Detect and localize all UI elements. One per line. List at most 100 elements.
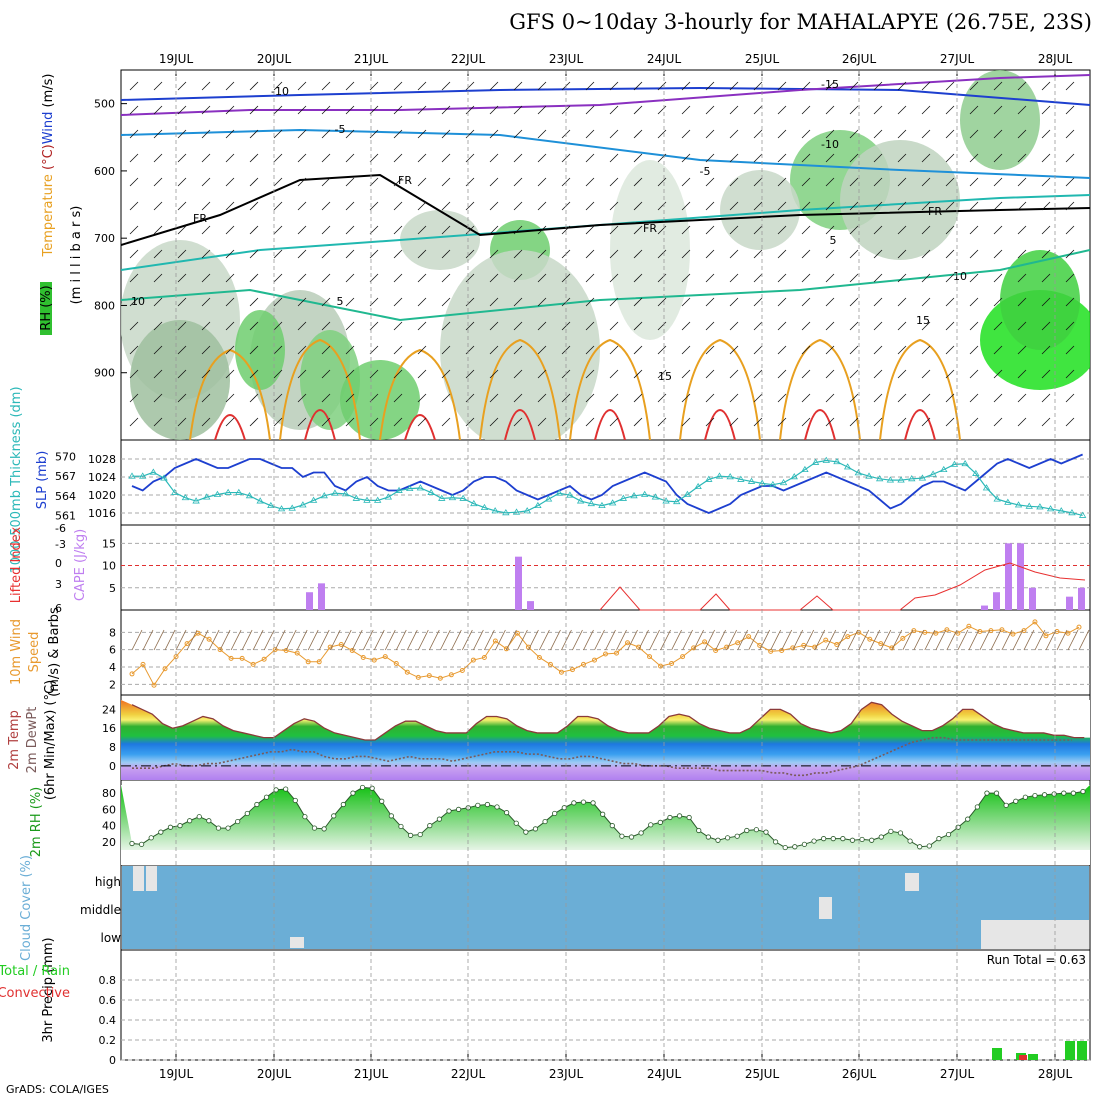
cloud-cover-panel: high middle low xyxy=(80,866,1089,949)
rh-shade-10 xyxy=(1000,250,1080,350)
cape-label: CAPE (J/kg) xyxy=(73,529,88,601)
wind-point xyxy=(966,623,972,629)
wind-barb xyxy=(369,321,379,331)
wind-barb xyxy=(849,81,859,91)
wind-barb xyxy=(633,345,643,355)
date-bottom-27JUL: 27JUL xyxy=(940,1067,975,1081)
wind-barb xyxy=(489,225,499,235)
wind-barb xyxy=(393,369,403,379)
wind-barb xyxy=(801,105,811,115)
wind-barb xyxy=(657,153,667,163)
rh-point xyxy=(753,827,759,833)
wind10-barb xyxy=(175,629,187,651)
thickness-point xyxy=(363,496,371,503)
wind-barb xyxy=(777,129,787,139)
temp-label-1: 2m Temp xyxy=(7,710,22,770)
thickness-point xyxy=(566,491,574,498)
thickness-tick-570: 570 xyxy=(55,451,76,464)
wind-barb xyxy=(153,153,163,163)
wind-barb xyxy=(993,153,1003,163)
wind-barb xyxy=(921,153,931,163)
wind-barb xyxy=(201,417,211,427)
wind-barb xyxy=(873,369,883,379)
wind-barb xyxy=(129,129,139,139)
wind-barb xyxy=(417,345,427,355)
wind-barb xyxy=(153,81,163,91)
wind-barb xyxy=(729,153,739,163)
thickness-point xyxy=(267,501,275,509)
wind-barb xyxy=(681,201,691,211)
rh-point xyxy=(1051,791,1057,797)
wind-barb xyxy=(705,81,715,91)
upper-air-panel xyxy=(121,70,1090,440)
cloud-patch-4 xyxy=(981,920,1089,949)
wind-barb xyxy=(321,201,331,211)
wind-barb xyxy=(177,297,187,307)
wind-barb xyxy=(201,153,211,163)
thickness-point xyxy=(865,472,873,479)
wind-barb xyxy=(417,369,427,379)
wind-barb xyxy=(969,177,979,187)
wind-barb xyxy=(225,369,235,379)
li-label: Lifted Index xyxy=(9,526,24,603)
wind-point xyxy=(867,636,873,642)
wind-barb xyxy=(777,105,787,115)
cape-tick-10: 10 xyxy=(102,560,116,573)
run-total-label: Run Total = 0.63 xyxy=(987,953,1086,967)
wind-barb xyxy=(825,369,835,379)
contour-label-10: FR xyxy=(643,222,657,235)
wind-barb xyxy=(681,393,691,403)
wind-barb xyxy=(297,249,307,259)
wind-barb xyxy=(657,105,667,115)
wind-barb xyxy=(657,201,667,211)
wind-barb xyxy=(729,417,739,427)
contour-hot-5 xyxy=(704,409,736,440)
wind-barb xyxy=(369,81,379,91)
pressure-tick-500: 500 xyxy=(94,98,115,111)
wind-barb xyxy=(897,345,907,355)
wind-barb xyxy=(345,417,355,427)
wind-label-1: 10m Wind xyxy=(9,619,24,685)
wind-point xyxy=(845,634,851,640)
wind-barb xyxy=(393,225,403,235)
thickness-point xyxy=(950,460,959,467)
thickness-point xyxy=(715,472,724,479)
wind-barb xyxy=(849,249,859,259)
cape-bar-2 xyxy=(515,556,522,610)
wind-barb xyxy=(993,129,1003,139)
rh-point xyxy=(1022,794,1028,800)
thickness-point xyxy=(993,495,1001,502)
wind-barb xyxy=(633,177,643,187)
wind-barb xyxy=(897,393,907,403)
wind-barb xyxy=(681,177,691,187)
wind-barb xyxy=(777,393,787,403)
wind-barb xyxy=(585,369,595,379)
rh2m-label: 2m RH (%) xyxy=(29,787,44,858)
wind-barb xyxy=(393,81,403,91)
wind10-barb xyxy=(990,629,1002,651)
wind-barb xyxy=(585,81,595,91)
wind-barb xyxy=(1017,417,1027,427)
contour-hot-1 xyxy=(304,409,336,440)
wind-barb xyxy=(297,177,307,187)
wind-barb xyxy=(513,273,523,283)
wind-barb xyxy=(657,369,667,379)
wind-barb xyxy=(729,201,739,211)
wind-barb xyxy=(705,321,715,331)
wind-barb xyxy=(609,225,619,235)
wind-barb xyxy=(969,321,979,331)
wind-barb xyxy=(945,153,955,163)
thickness-point xyxy=(747,477,756,484)
precip-bar-2 xyxy=(1028,1054,1038,1060)
wind10-barb xyxy=(649,629,660,651)
thickness-point xyxy=(598,501,606,509)
wind10-barb xyxy=(605,629,616,651)
wind10-barb xyxy=(230,629,242,651)
contour-label-7: 10 xyxy=(131,295,145,308)
wind10-barb xyxy=(561,629,572,651)
wind10-barb xyxy=(208,629,220,651)
cloud-patch-2 xyxy=(905,873,919,891)
wind-point xyxy=(603,651,608,657)
wind-barb xyxy=(249,129,259,139)
cloud-patch-1 xyxy=(146,866,157,891)
